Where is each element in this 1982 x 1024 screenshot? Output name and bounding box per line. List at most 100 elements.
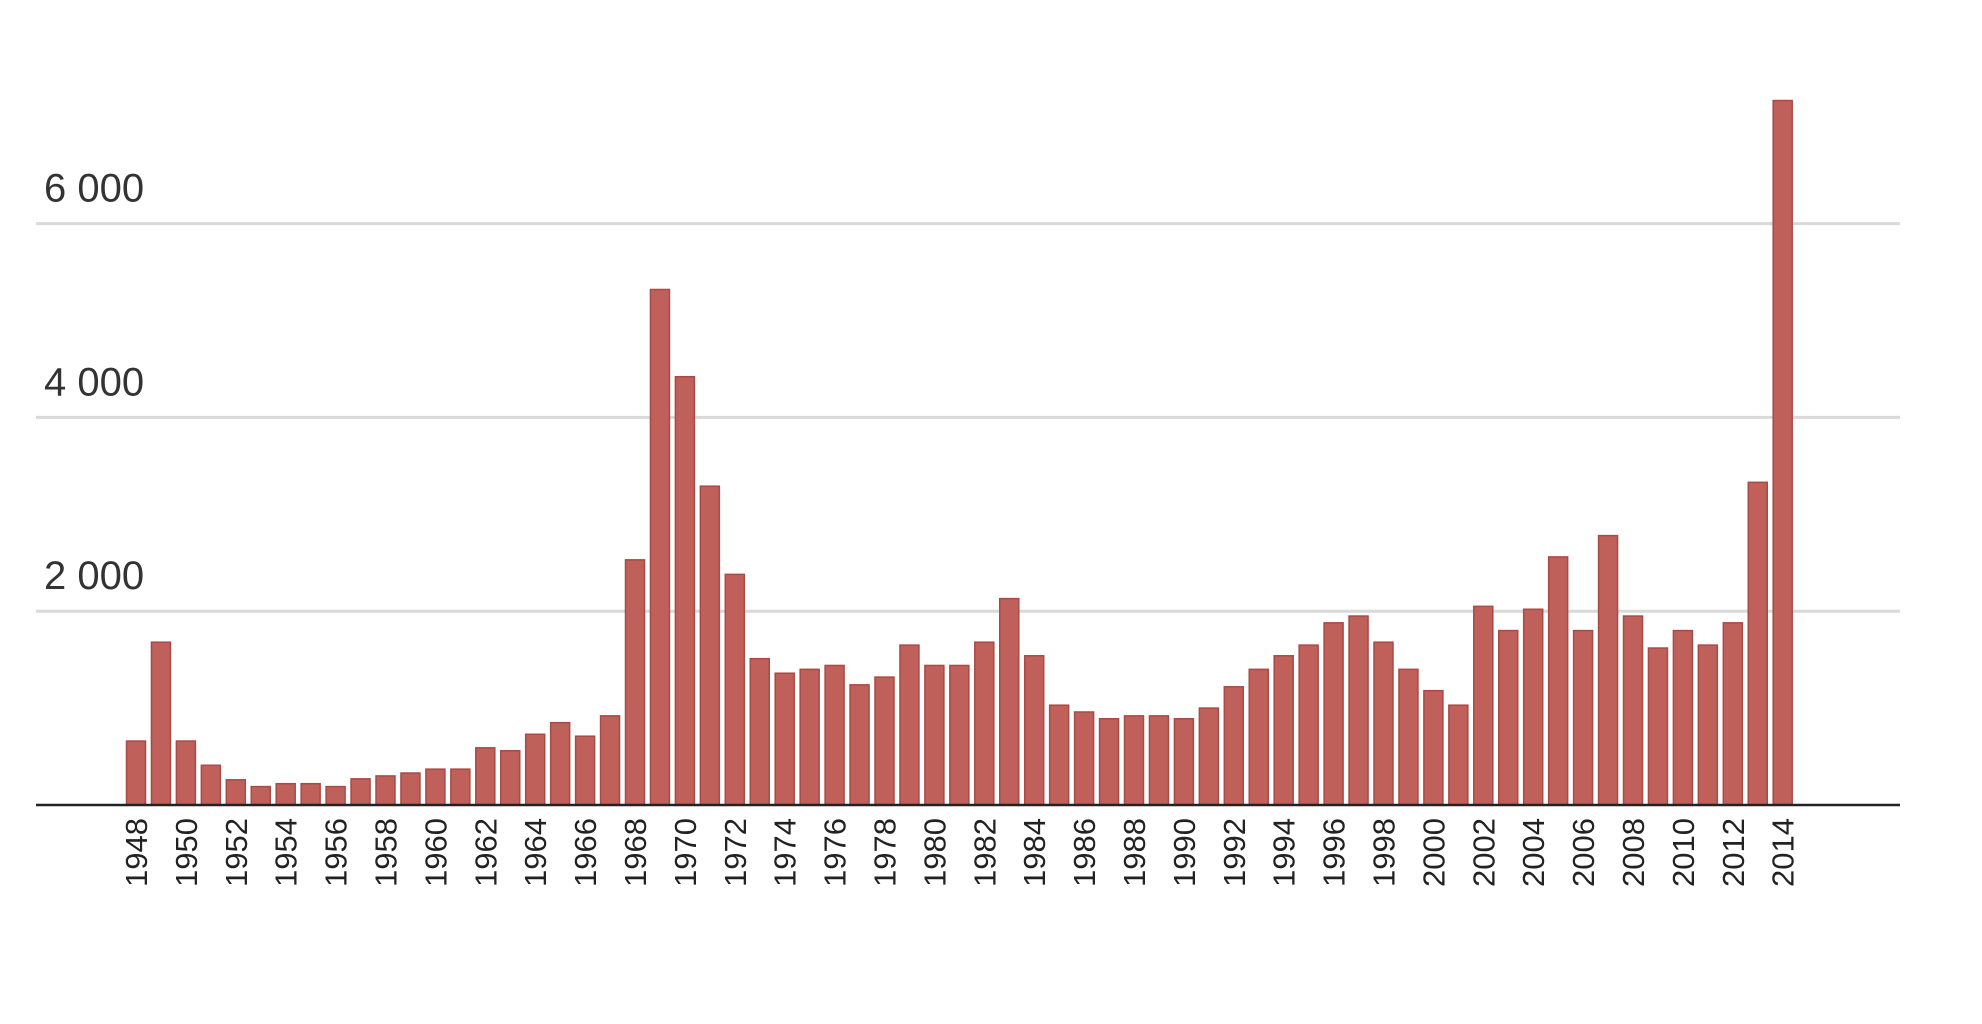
bar-1999 [1398,668,1419,806]
bar-1975 [799,668,820,806]
bars [125,99,1793,806]
bar-1980 [924,664,945,806]
bar-1989 [1148,715,1170,806]
bar-2002 [1473,605,1494,806]
bar-1993 [1248,668,1269,806]
x-tick-label-1962: 1962 [468,818,503,887]
bar-1958 [375,775,396,806]
bar-1967 [599,715,621,806]
x-tick-label-1990: 1990 [1167,818,1202,887]
bar-1956 [325,785,346,806]
x-tick-label-1980: 1980 [917,818,952,887]
bar-2005 [1547,556,1569,806]
bar-1988 [1123,715,1145,806]
x-tick-label-2002: 2002 [1466,818,1501,887]
bar-1976 [824,664,845,806]
x-tick-label-1954: 1954 [269,818,304,887]
bar-1953 [250,785,271,806]
x-tick-label-1952: 1952 [219,818,254,887]
bar-1962 [475,747,496,806]
bar-1986 [1073,711,1095,806]
bar-1965 [549,721,571,806]
x-tick-label-2010: 2010 [1666,818,1701,887]
bar-1998 [1373,641,1394,806]
x-tick-label-1950: 1950 [169,818,204,887]
x-tick-label-1956: 1956 [319,818,354,887]
bar-2007 [1597,534,1619,806]
bar-1952 [225,779,247,806]
bar-1992 [1223,686,1245,806]
x-tick-label-1968: 1968 [618,818,653,887]
bar-2009 [1647,647,1669,806]
bar-2012 [1722,622,1744,806]
bar-1951 [200,764,222,806]
x-tick-label-2004: 2004 [1516,818,1551,887]
bar-1977 [849,684,870,806]
bar-2000 [1423,689,1444,806]
x-tick-label-1974: 1974 [768,818,803,887]
bar-1957 [350,778,371,806]
bar-1979 [899,644,920,806]
bar-1963 [500,749,521,806]
x-tick-label-1972: 1972 [718,818,753,887]
bar-1970 [674,375,696,806]
bar-1972 [724,573,746,806]
bar-1994 [1273,655,1294,806]
bar-1948 [125,740,147,806]
bar-1971 [699,485,721,806]
x-tick-label-1986: 1986 [1067,818,1102,887]
x-tick-label-1984: 1984 [1017,818,1052,887]
bar-1981 [949,664,970,806]
x-axis-tick-labels: 1948 1950 1952 1954 1956 1958 1960 1962 1964 1966… [119,818,1801,887]
bar-1960 [425,768,446,806]
x-tick-label-2008: 2008 [1616,818,1651,887]
bar-1961 [450,768,471,806]
bar-1973 [749,657,770,806]
x-tick-label-1970: 1970 [668,818,703,887]
bar-2013 [1747,481,1768,806]
bar-1982 [974,641,995,806]
bar-1964 [524,733,546,806]
bar-1959 [400,772,421,806]
y-tick-label: 6 000 [44,167,144,211]
bar-2004 [1522,608,1544,806]
x-tick-label-1966: 1966 [568,818,603,887]
x-tick-label-1996: 1996 [1317,818,1352,887]
x-tick-label-2012: 2012 [1716,818,1751,887]
bar-1968 [624,559,646,806]
x-tick-label-1960: 1960 [418,818,453,887]
y-tick-label: 2 000 [44,554,144,598]
x-tick-label-1994: 1994 [1267,818,1302,887]
x-tick-label-1982: 1982 [967,818,1002,887]
x-tick-label-2000: 2000 [1416,818,1451,887]
x-tick-label-1976: 1976 [818,818,853,887]
bar-1987 [1098,718,1120,806]
gridlines [36,222,1900,613]
bar-1984 [1023,655,1045,806]
bar-1985 [1048,704,1070,806]
bar-1969 [649,288,671,806]
bar-1955 [300,782,321,806]
x-tick-label-1978: 1978 [868,818,903,887]
bar-1954 [275,782,296,806]
bar-1978 [874,676,895,806]
bar-1997 [1348,615,1369,806]
bar-1995 [1298,644,1319,806]
y-tick-label: 4 000 [44,360,144,404]
bar-1949 [150,641,172,806]
x-tick-label-2014: 2014 [1766,818,1801,887]
bar-2011 [1697,644,1719,806]
bar-2008 [1622,615,1644,806]
bar-1996 [1323,622,1344,806]
y-axis-tick-labels: 2 000 4 000 6 000 [44,167,144,599]
x-tick-label-1988: 1988 [1117,818,1152,887]
bar-2001 [1448,704,1469,806]
bar-1983 [999,597,1020,806]
x-tick-label-1998: 1998 [1367,818,1402,887]
bar-2014 [1772,99,1793,806]
x-tick-label-1948: 1948 [119,818,154,887]
bar-2003 [1498,629,1519,806]
bar-2006 [1572,629,1594,806]
bar-1974 [774,672,795,806]
